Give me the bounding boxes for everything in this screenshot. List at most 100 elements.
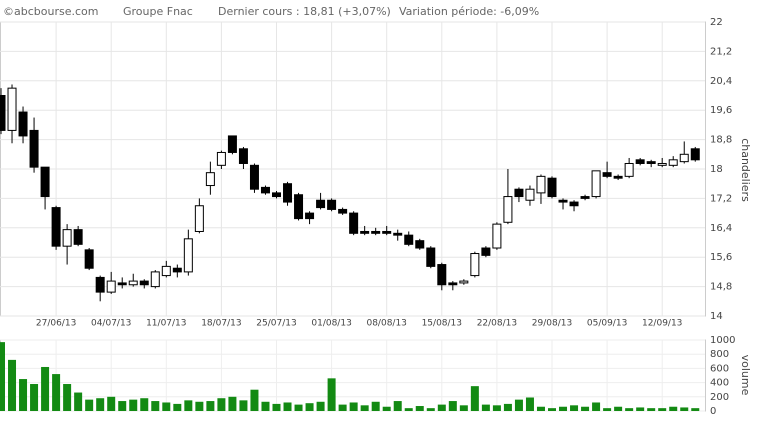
y-tick-label: 20,4 (710, 76, 732, 87)
y-tick-label: 17,2 (710, 193, 732, 204)
volume-bar (107, 396, 116, 411)
x-tick-label: 18/07/13 (201, 319, 241, 329)
candle-body (139, 280, 149, 286)
x-tick-label: 04/07/13 (91, 319, 131, 329)
x-tick-label: 22/08/13 (477, 319, 517, 329)
y2-tick-label: 200 (710, 392, 729, 403)
candle-body (503, 196, 513, 223)
volume-bar (371, 401, 380, 411)
candle-body (294, 194, 304, 220)
candle-body (128, 280, 138, 286)
volume-bar (19, 379, 28, 411)
y2-tick-label: 800 (710, 349, 729, 360)
volume-bar (426, 408, 435, 411)
volume-bar (614, 406, 623, 411)
volume-bar (206, 401, 215, 411)
candle-body (327, 199, 337, 210)
volume-bar (525, 397, 534, 411)
y2-tick-label: 1000 (710, 335, 735, 346)
candle-body (437, 264, 447, 286)
period-change: Variation période: -6,09% (399, 5, 539, 18)
candle-body (117, 282, 127, 286)
candle-body (205, 172, 215, 187)
candle-body (382, 230, 392, 234)
candle-body (679, 153, 689, 163)
volume-bar (603, 408, 612, 411)
candle-body (635, 159, 645, 164)
last-price: Dernier cours : 18,81 (+3,07%) (218, 5, 391, 18)
candle-body (492, 223, 502, 249)
candle-body (470, 253, 480, 277)
volume-bar (647, 408, 656, 411)
x-tick-label: 01/08/13 (311, 319, 351, 329)
candle-body (668, 159, 678, 166)
volume-bar (272, 403, 281, 411)
volume-bar (404, 408, 413, 411)
volume-bar (151, 401, 160, 411)
x-tick-label: 27/06/13 (36, 319, 76, 329)
volume-bar (129, 399, 138, 411)
candle-body (161, 265, 171, 277)
volume-bar (63, 384, 72, 411)
candle-body (426, 247, 436, 267)
candle-body (260, 186, 270, 194)
candle-body (18, 111, 28, 137)
y-tick-label: 22 (710, 17, 723, 28)
volume-bar (327, 378, 336, 411)
y-tick-label: 16,4 (710, 223, 732, 234)
volume-bar (250, 389, 259, 411)
candle-body (95, 276, 105, 293)
candle-body (536, 175, 546, 194)
candle-body (624, 162, 634, 177)
candle-body (481, 247, 491, 256)
volume-bar (636, 407, 645, 411)
candle-body (249, 164, 259, 190)
candle-body (194, 205, 204, 232)
candle-body (404, 234, 414, 245)
volume-bar (52, 374, 61, 411)
y-tick-label: 18 (710, 164, 723, 175)
volume-bar (0, 342, 5, 411)
volume-bar (459, 405, 468, 411)
x-tick-label: 15/08/13 (422, 319, 462, 329)
volume-bar (195, 401, 204, 411)
volume-bar (680, 407, 689, 411)
candle-body (646, 161, 656, 164)
x-tick-label: 29/08/13 (532, 319, 572, 329)
volume-bar (669, 406, 678, 411)
volume-bar (261, 401, 270, 411)
title: Groupe Fnac (123, 5, 193, 18)
candle-body (7, 87, 17, 131)
candle-body (338, 208, 348, 214)
candle-body (272, 192, 281, 198)
volume-bar (492, 405, 501, 411)
candle-body (316, 199, 326, 209)
volume-bar (184, 400, 193, 411)
candle-body (216, 151, 226, 166)
volume-bar (481, 404, 490, 411)
volume-bar (294, 404, 303, 411)
x-tick-label: 11/07/13 (146, 319, 186, 329)
volume-bar (96, 398, 105, 411)
volume-frame (0, 339, 706, 412)
volume-bar (349, 402, 358, 411)
candle-body (393, 232, 403, 236)
candle-body (415, 240, 425, 249)
volume-bar (691, 408, 700, 411)
y-tick-label: 14 (710, 311, 723, 322)
y2-tick-label: 400 (710, 378, 729, 389)
candle-body (459, 280, 469, 284)
volume-bar (415, 406, 424, 411)
volume-bar (173, 403, 182, 411)
volume-bar (548, 408, 556, 411)
volume-bar (41, 366, 50, 411)
y-tick-label: 18,8 (710, 135, 732, 146)
volume-bar (503, 403, 512, 411)
volume-bar (581, 406, 590, 411)
candle-body (525, 188, 535, 201)
candle-body (569, 201, 579, 207)
volume-bar (8, 359, 17, 411)
candle-body (558, 199, 568, 203)
volume-bar (393, 401, 402, 411)
volume-bar (338, 404, 347, 411)
